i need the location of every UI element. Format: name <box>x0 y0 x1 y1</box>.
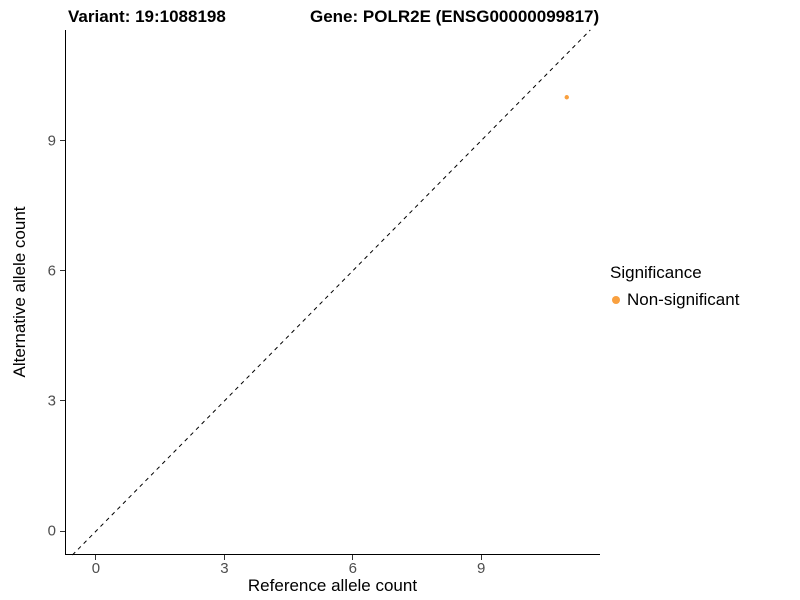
x-tick-mark <box>223 555 225 560</box>
y-tick-label: 0 <box>47 522 56 540</box>
x-tick-label: 6 <box>348 560 357 577</box>
plot-title-gene: Gene: POLR2E (ENSG00000099817) <box>310 7 600 26</box>
data-point <box>564 95 569 100</box>
plot-title-variant: Variant: 19:1088198 <box>68 7 226 26</box>
legend-point-icon <box>612 296 620 304</box>
plot-panel: 0 3 6 9 0 3 6 9 <box>48 29 600 576</box>
x-tick-mark <box>480 555 482 560</box>
legend: Significance Non-significant <box>610 263 739 310</box>
y-tick-mark <box>60 530 65 532</box>
y-axis-title: Alternative allele count <box>10 206 29 378</box>
y-tick-mark <box>60 270 65 272</box>
y-tick-mark <box>60 400 65 402</box>
x-tick-label: 3 <box>220 560 229 577</box>
y-tick-label: 9 <box>47 132 56 150</box>
legend-title: Significance <box>610 263 702 282</box>
legend-entry-label: Non-significant <box>627 290 740 309</box>
y-tick-label: 6 <box>47 262 56 280</box>
plot-canvas <box>72 29 591 556</box>
x-tick-mark <box>352 555 354 560</box>
x-tick-label: 0 <box>91 560 101 577</box>
y-tick-label: 3 <box>47 392 56 410</box>
x-tick-mark <box>95 555 97 560</box>
x-tick-label: 9 <box>476 560 486 577</box>
legend-entry: Non-significant <box>610 290 739 310</box>
identity-line <box>72 29 591 556</box>
y-tick-mark <box>60 140 65 142</box>
x-axis-title: Reference allele count <box>247 576 418 595</box>
